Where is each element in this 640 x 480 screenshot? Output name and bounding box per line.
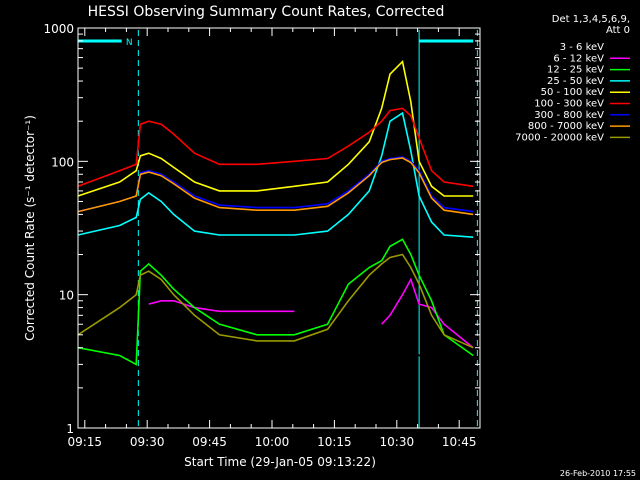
footer-date: 26-Feb-2010 17:55: [560, 469, 636, 478]
series-line-7: [77, 157, 474, 216]
x-axis: 09:15 09:30 09:45 10:00 10:15 10:30 10:45: [67, 28, 481, 449]
x-tick-label: 09:30: [130, 435, 165, 449]
legend-label: 7000 - 20000 keV: [515, 132, 604, 143]
x-tick-label: 10:30: [380, 435, 415, 449]
y-tick-label: 10: [59, 289, 74, 303]
series-line-8: [77, 253, 474, 349]
plot-frame: [77, 27, 481, 429]
x-tick-label: 09:15: [67, 435, 102, 449]
series-line-5: [77, 107, 474, 188]
legend-label: 300 - 800 keV: [534, 110, 604, 121]
legend-label: 3 - 6 keV: [560, 42, 604, 53]
x-axis-label: Start Time (29-Jan-05 09:13:22): [184, 455, 376, 469]
legend-label: 100 - 300 keV: [534, 99, 604, 110]
series-line-4: [77, 59, 474, 197]
x-tick-label: 10:15: [317, 435, 352, 449]
plot-area: N: [77, 30, 478, 428]
series-line-2: [77, 238, 474, 366]
y-tick-label: 1000: [43, 22, 74, 36]
x-tick-label: 09:45: [192, 435, 227, 449]
status-marker-label: N: [126, 38, 133, 48]
y-tick-label: 100: [51, 155, 74, 169]
series-line-3: [77, 111, 474, 238]
chart-title: HESSI Observing Summary Count Rates, Cor…: [88, 4, 445, 20]
legend-label: 50 - 100 keV: [541, 87, 605, 98]
x-tick-label: 10:45: [442, 435, 477, 449]
legend-label: 12 - 25 keV: [547, 65, 604, 76]
series-line-0: [380, 334, 474, 406]
legend-label: 6 - 12 keV: [553, 53, 604, 64]
legend-header: Det 1,3,4,5,6,9,: [552, 14, 630, 25]
legend-label: 800 - 7000 keV: [528, 121, 604, 132]
legend-header: Att 0: [606, 25, 630, 36]
y-axis-label: Corrected Count Rate (s⁻¹ detector⁻¹): [23, 115, 37, 341]
y-tick-label: 1: [66, 422, 74, 436]
legend-label: 25 - 50 keV: [547, 76, 604, 87]
series-line-1: [381, 277, 474, 349]
series-line-0: [148, 399, 174, 406]
series-line-6: [77, 156, 474, 213]
y-axis: 1 10 100 1000: [43, 22, 480, 436]
x-tick-label: 10:00: [255, 435, 290, 449]
